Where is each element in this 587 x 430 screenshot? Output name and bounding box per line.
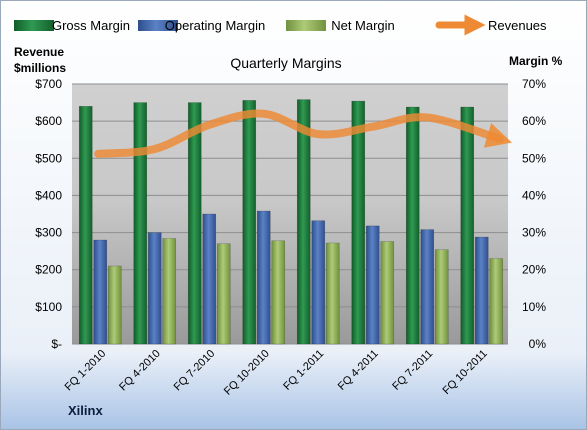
chart-title: Quarterly Margins: [230, 55, 341, 71]
legend-swatch: [138, 20, 178, 31]
right-tick-label: 50%: [522, 151, 546, 165]
legend-item: Operating Margin: [138, 18, 265, 33]
right-axis-ticks: 0% 10% 20% 30% 40% 50% 60% 70%: [522, 77, 546, 351]
gross-margin-bar: [187, 102, 202, 345]
left-axis-label-line2: $millions: [14, 61, 66, 75]
gross-margin-bar: [351, 100, 366, 345]
left-tick-label: $-: [51, 337, 62, 351]
legend-item: Gross Margin: [14, 18, 130, 33]
left-axis-label-line1: Revenue: [14, 45, 64, 59]
right-tick-label: 10%: [522, 300, 546, 314]
right-tick-label: 40%: [522, 188, 546, 202]
legend-label: Net Margin: [331, 18, 395, 33]
operating-margin-bar: [202, 213, 217, 345]
left-tick-label: $100: [35, 300, 62, 314]
left-axis-ticks: $- $100 $200 $300 $400 $500 $600 $700: [35, 77, 62, 351]
net-margin-bar: [162, 238, 177, 345]
net-margin-bar: [107, 265, 122, 345]
gross-margin-bar: [242, 100, 257, 345]
right-tick-label: 0%: [529, 337, 547, 351]
left-tick-label: $200: [35, 263, 62, 277]
left-tick-label: $400: [35, 188, 62, 202]
operating-margin-bar: [93, 239, 108, 345]
legend-label: Operating Margin: [165, 18, 265, 33]
right-axis-label: Margin %: [509, 54, 563, 68]
company-label: Xilinx: [68, 403, 103, 418]
revenue-line: [94, 109, 513, 158]
legend-swatch: [286, 20, 326, 31]
right-tick-label: 70%: [522, 77, 546, 91]
legend-label: Revenues: [488, 18, 547, 33]
legend-item: Revenues: [435, 14, 547, 36]
operating-margin-bar: [311, 220, 326, 345]
net-margin-bar: [489, 258, 504, 345]
gross-margin-bar: [78, 105, 93, 345]
legend-swatch: [14, 20, 54, 31]
legend-item: Net Margin: [286, 18, 395, 33]
right-tick-label: 30%: [522, 226, 546, 240]
net-margin-bar: [380, 241, 395, 345]
net-margin-bar: [325, 242, 340, 345]
operating-margin-bar: [474, 236, 489, 345]
gross-margin-bar: [296, 99, 311, 345]
operating-margin-bar: [147, 232, 162, 345]
legend-label: Gross Margin: [52, 18, 130, 33]
operating-margin-bar: [420, 229, 435, 345]
left-tick-label: $500: [35, 151, 62, 165]
gross-margin-bar: [405, 106, 420, 345]
right-tick-label: 60%: [522, 114, 546, 128]
bar-series: [78, 99, 504, 345]
left-tick-label: $600: [35, 114, 62, 128]
left-tick-label: $300: [35, 226, 62, 240]
net-margin-bar: [271, 240, 286, 345]
left-tick-label: $700: [35, 77, 62, 91]
gross-margin-bar: [133, 102, 148, 345]
legend: Gross Margin Operating Margin Net Margin Re…: [14, 14, 547, 36]
net-margin-bar: [216, 243, 231, 345]
operating-margin-bar: [256, 210, 271, 345]
right-tick-label: 20%: [522, 263, 546, 277]
gross-margin-bar: [460, 106, 475, 345]
net-margin-bar: [434, 249, 449, 345]
operating-margin-bar: [365, 225, 380, 345]
revenue-line-group: [94, 109, 513, 158]
